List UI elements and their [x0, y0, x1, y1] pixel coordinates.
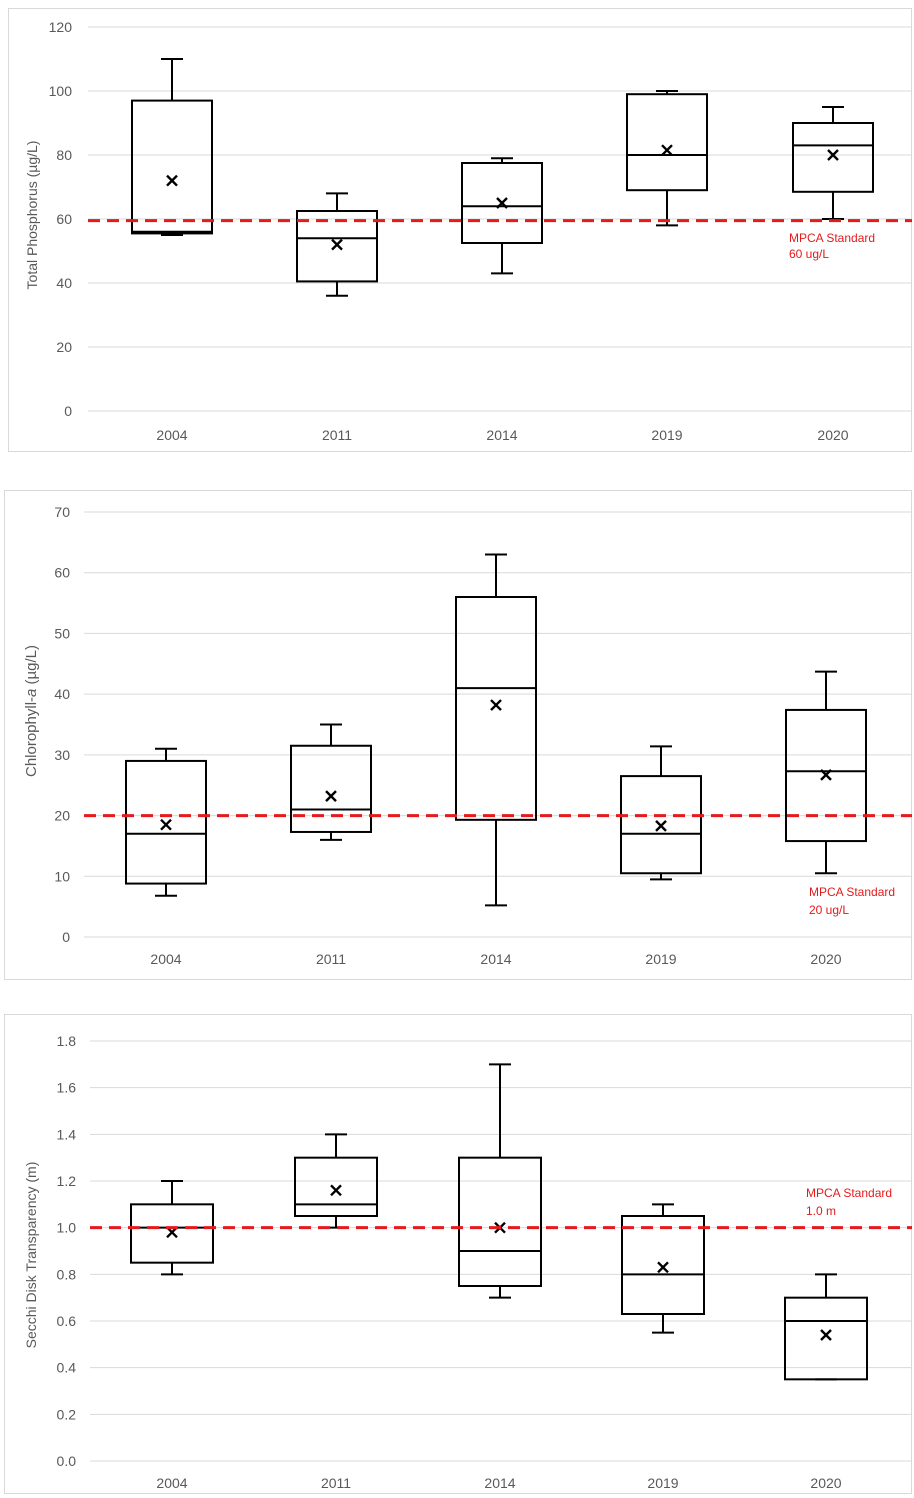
- x-tick-label: 2019: [651, 427, 682, 443]
- y-tick-label: 20: [56, 339, 72, 355]
- y-tick-label: 0: [64, 403, 72, 419]
- y-tick-label: 60: [54, 565, 70, 581]
- box-2019: [620, 745, 702, 881]
- y-tick-label: 50: [54, 625, 70, 641]
- y-tick-label: 100: [49, 83, 73, 99]
- iqr-box: [455, 596, 537, 821]
- box-2014: [461, 157, 543, 275]
- mean-marker: [330, 1184, 342, 1197]
- mean-marker: [657, 1261, 669, 1274]
- mean-marker: [820, 769, 832, 781]
- mean-marker: [496, 197, 508, 209]
- y-tick-label: 40: [56, 275, 72, 291]
- iqr-box: [621, 1215, 705, 1315]
- iqr-box: [131, 99, 213, 235]
- y-tick-label: 10: [54, 868, 70, 884]
- box-2019: [626, 90, 708, 227]
- iqr-box: [130, 1203, 214, 1264]
- y-tick-label: 0: [62, 929, 70, 945]
- y-tick-label: 1.6: [57, 1080, 77, 1096]
- mpca-standard-label: MPCA Standard: [809, 885, 895, 899]
- y-tick-label: 70: [54, 504, 70, 520]
- mpca-standard-label: MPCA Standard: [806, 1186, 892, 1200]
- x-tick-label: 2011: [316, 951, 346, 967]
- chart-total-phosphorus: 0 20 40 60 80 100 120 2004 2011 2014 2019 2020 Tota…: [8, 8, 912, 452]
- x-tick-label: 2020: [810, 1475, 841, 1491]
- y-tick-label: 1.2: [57, 1173, 77, 1189]
- box-2011: [294, 1133, 378, 1229]
- mean-marker: [827, 149, 839, 161]
- mean-marker: [166, 174, 178, 187]
- iqr-box: [125, 759, 207, 885]
- box-2020: [784, 1273, 868, 1381]
- mean-marker: [661, 144, 673, 157]
- iqr-box: [792, 122, 874, 193]
- y-tick-label: 0.6: [57, 1313, 77, 1329]
- mean-marker: [490, 699, 502, 711]
- iqr-box: [620, 775, 702, 875]
- iqr-box: [784, 1296, 868, 1381]
- box-2004: [131, 58, 213, 236]
- mpca-standard-value: 60 ug/L: [789, 247, 829, 261]
- y-axis-label: Chlorophyll-a (µg/L): [23, 645, 40, 777]
- y-tick-label: 1.4: [57, 1126, 77, 1142]
- chart-frame: [4, 490, 912, 980]
- y-tick-label: 1.0: [57, 1220, 77, 1236]
- box-2020: [785, 670, 867, 875]
- y-tick-label: 0.2: [57, 1406, 77, 1422]
- y-tick-label: 80: [56, 147, 72, 163]
- y-axis-label: Secchi Disk Transparency (m): [23, 1162, 39, 1349]
- iqr-box: [294, 1156, 378, 1218]
- iqr-box: [290, 744, 372, 833]
- y-tick-label: 60: [56, 211, 72, 227]
- x-tick-label: 2004: [156, 1475, 187, 1491]
- x-tick-label: 2014: [486, 427, 517, 443]
- box-2004: [125, 747, 207, 897]
- box-2011: [296, 192, 378, 297]
- iqr-box: [626, 93, 708, 192]
- x-tick-label: 2019: [647, 1475, 678, 1491]
- y-tick-label: 30: [54, 747, 70, 763]
- box-2020: [792, 106, 874, 220]
- y-tick-label: 120: [49, 19, 73, 35]
- mpca-standard-value: 1.0 m: [806, 1204, 836, 1218]
- x-tick-label: 2020: [810, 951, 841, 967]
- mpca-standard-label: MPCA Standard: [789, 231, 875, 245]
- x-tick-label: 2020: [817, 427, 848, 443]
- y-tick-label: 20: [54, 808, 70, 824]
- box-2014: [455, 553, 537, 907]
- mean-marker: [820, 1329, 832, 1341]
- x-tick-label: 2004: [150, 951, 181, 967]
- y-tick-label: 0.8: [57, 1266, 77, 1282]
- y-tick-label: 0.4: [57, 1360, 77, 1376]
- mean-marker: [331, 238, 343, 251]
- x-tick-label: 2014: [480, 951, 511, 967]
- x-tick-label: 2019: [645, 951, 676, 967]
- y-tick-label: 40: [54, 686, 70, 702]
- chart-frame: [8, 8, 912, 452]
- iqr-box: [296, 210, 378, 283]
- y-tick-label: 0.0: [57, 1453, 77, 1469]
- x-tick-label: 2014: [484, 1475, 515, 1491]
- iqr-box: [458, 1156, 542, 1287]
- mean-marker: [325, 790, 337, 802]
- x-tick-label: 2011: [321, 1475, 351, 1491]
- mpca-standard-value: 20 ug/L: [809, 903, 849, 917]
- x-tick-label: 2004: [156, 427, 187, 443]
- box-2011: [290, 723, 372, 841]
- x-tick-label: 2011: [322, 427, 352, 443]
- iqr-box: [785, 708, 867, 843]
- y-axis-label: Total Phosphorus (µg/L): [24, 141, 40, 290]
- iqr-box: [461, 162, 543, 244]
- mean-marker: [160, 818, 172, 831]
- mean-marker: [655, 820, 667, 832]
- box-2019: [621, 1203, 705, 1334]
- y-tick-label: 1.8: [57, 1033, 77, 1049]
- chart-chlorophyll-a: 0 10 20 30 40 50 60 70 2004 2011 2014 2019 2020 Chlo…: [4, 490, 912, 980]
- chart-secchi-disk-transparency: 0.0 0.2 0.4 0.6 0.8 1.0 1.2 1.4 1.6 1.8 2004 2011 20…: [4, 1014, 912, 1494]
